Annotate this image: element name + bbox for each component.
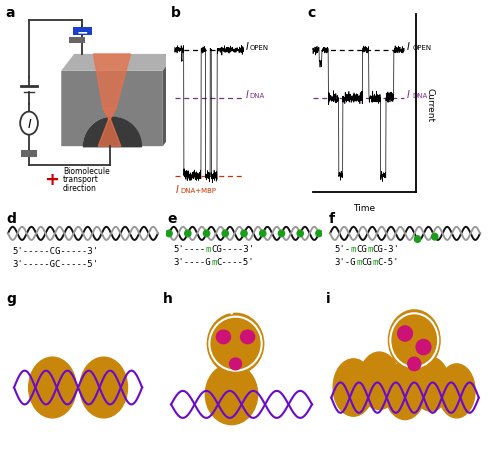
Polygon shape <box>98 120 121 147</box>
Text: 3'----G: 3'----G <box>174 258 211 267</box>
Ellipse shape <box>29 357 76 418</box>
Text: a: a <box>5 5 14 20</box>
Text: h: h <box>163 292 173 306</box>
Ellipse shape <box>207 313 264 374</box>
Ellipse shape <box>205 364 258 425</box>
Polygon shape <box>94 55 130 109</box>
Text: DNA: DNA <box>413 93 428 99</box>
Text: m: m <box>372 258 378 267</box>
FancyBboxPatch shape <box>69 38 85 44</box>
Ellipse shape <box>385 362 426 420</box>
Text: m: m <box>211 258 217 267</box>
Ellipse shape <box>408 357 421 371</box>
Circle shape <box>414 236 421 243</box>
Circle shape <box>260 231 266 237</box>
Ellipse shape <box>216 330 230 344</box>
Text: m: m <box>351 244 356 253</box>
Circle shape <box>297 231 304 237</box>
Text: b: b <box>171 5 181 20</box>
Text: 3'-G: 3'-G <box>335 258 356 267</box>
Circle shape <box>222 231 228 237</box>
Text: $I$: $I$ <box>406 88 410 100</box>
Text: $I$: $I$ <box>244 40 249 51</box>
FancyBboxPatch shape <box>73 28 92 36</box>
Text: 5'-----CG-----3': 5'-----CG-----3' <box>13 247 99 256</box>
Text: +: + <box>44 170 59 188</box>
Ellipse shape <box>229 358 242 370</box>
Text: CG: CG <box>362 258 372 267</box>
Text: CG: CG <box>356 244 367 253</box>
Text: Current: Current <box>426 88 435 122</box>
Ellipse shape <box>398 326 412 341</box>
Text: m: m <box>356 258 362 267</box>
Text: Biomolecule: Biomolecule <box>63 167 110 176</box>
Text: $I$: $I$ <box>175 183 180 195</box>
FancyBboxPatch shape <box>21 151 37 157</box>
Text: DNA+MBP: DNA+MBP <box>181 188 217 194</box>
Ellipse shape <box>412 357 449 411</box>
Text: DNA: DNA <box>250 93 265 99</box>
Text: 5'-: 5'- <box>335 244 351 253</box>
Text: C----5': C----5' <box>217 258 254 267</box>
Ellipse shape <box>438 364 475 418</box>
Text: 5'----: 5'---- <box>174 244 206 253</box>
Polygon shape <box>61 55 176 71</box>
Ellipse shape <box>80 357 127 418</box>
Circle shape <box>184 231 191 237</box>
Circle shape <box>166 231 172 237</box>
Text: d: d <box>6 212 16 226</box>
Polygon shape <box>103 109 116 120</box>
Text: Time: Time <box>353 203 375 212</box>
Text: i: i <box>326 292 330 306</box>
Text: f: f <box>328 212 334 226</box>
Ellipse shape <box>359 352 400 410</box>
Text: CG----3': CG----3' <box>211 244 254 253</box>
Text: CG-3': CG-3' <box>372 244 399 253</box>
Text: c: c <box>307 5 316 20</box>
Text: C-5': C-5' <box>378 258 399 267</box>
Text: m: m <box>206 244 211 253</box>
Text: OPEN: OPEN <box>413 45 432 51</box>
Ellipse shape <box>388 310 440 371</box>
PathPatch shape <box>61 71 163 147</box>
Polygon shape <box>163 55 176 147</box>
Text: direction: direction <box>63 183 97 192</box>
Text: $I$: $I$ <box>406 40 410 51</box>
Text: $I$: $I$ <box>244 88 249 100</box>
Circle shape <box>316 231 322 237</box>
Circle shape <box>431 234 438 240</box>
Text: −: − <box>76 25 88 39</box>
Text: transport: transport <box>63 175 99 184</box>
Circle shape <box>241 231 247 237</box>
Text: g: g <box>7 292 17 306</box>
Ellipse shape <box>416 340 431 355</box>
Text: e: e <box>167 212 177 226</box>
Text: I: I <box>27 117 31 130</box>
Text: OPEN: OPEN <box>250 45 269 51</box>
Ellipse shape <box>333 359 374 416</box>
Circle shape <box>278 231 285 237</box>
Ellipse shape <box>241 330 255 344</box>
Text: m: m <box>367 244 372 253</box>
Circle shape <box>203 231 210 237</box>
Text: 3'-----GC-----5': 3'-----GC-----5' <box>13 260 99 268</box>
Circle shape <box>20 112 38 136</box>
